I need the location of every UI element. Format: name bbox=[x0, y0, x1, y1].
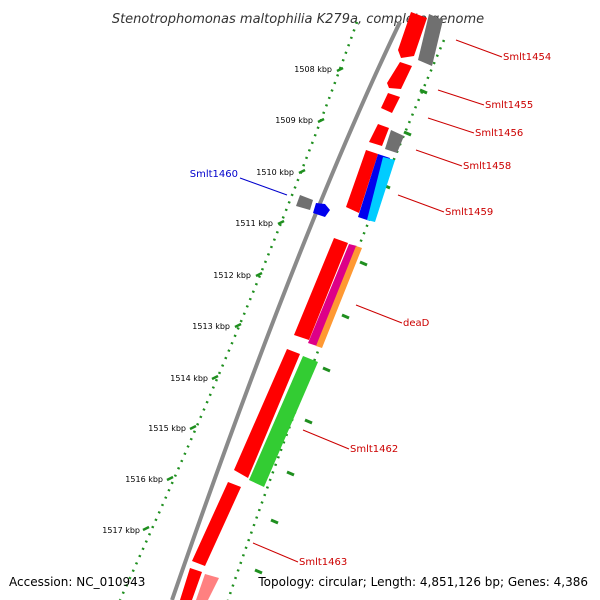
tick-label: 1515 kbp bbox=[148, 424, 186, 433]
genome-backbone bbox=[170, 21, 402, 600]
gene-smlt1455[interactable] bbox=[387, 62, 412, 89]
gene-smlt1459-cyan[interactable] bbox=[367, 157, 395, 222]
gene-bottom-red[interactable] bbox=[180, 568, 202, 600]
gene-smlt1462-green[interactable] bbox=[249, 356, 318, 487]
tick-label: 1517 kbp bbox=[102, 526, 140, 535]
topology-text: Topology: circular; Length: 4,851,126 bp… bbox=[257, 575, 588, 589]
gene-label-smlt1458[interactable]: Smlt1458 bbox=[463, 161, 511, 172]
gene-label-smlt1455[interactable]: Smlt1455 bbox=[485, 100, 533, 111]
tick-label: 1514 kbp bbox=[170, 374, 208, 383]
label-leaders bbox=[239, 39, 503, 563]
tick-mark bbox=[317, 117, 325, 124]
tick-marks bbox=[142, 66, 344, 532]
gene-label-dead[interactable]: deaD bbox=[403, 318, 430, 329]
accession-text: Accession: NC_010943 bbox=[9, 575, 145, 589]
gene-label-smlt1459[interactable]: Smlt1459 bbox=[445, 207, 493, 218]
tick-label: 1510 kbp bbox=[256, 168, 294, 177]
tick-mark bbox=[211, 374, 219, 381]
gene-smlt1456[interactable] bbox=[381, 93, 400, 113]
gene-features bbox=[180, 12, 443, 600]
tick-label: 1509 kbp bbox=[275, 116, 313, 125]
gene-smlt1460-grey[interactable] bbox=[296, 195, 313, 210]
gene-label-smlt1462[interactable]: Smlt1462 bbox=[350, 444, 398, 455]
gene-label-smlt1460[interactable]: Smlt1460 bbox=[190, 169, 238, 180]
tick-labels: 1508 kbp 1509 kbp 1510 kbp 1511 kbp 1512… bbox=[102, 65, 332, 535]
gene-label-smlt1456[interactable]: Smlt1456 bbox=[475, 128, 523, 139]
gene-smlt1454-grey[interactable] bbox=[418, 14, 443, 66]
gene-dead-orange[interactable] bbox=[316, 246, 362, 348]
tick-label: 1513 kbp bbox=[192, 322, 230, 331]
map-title: Stenotrophomonas maltophilia K279a, comp… bbox=[112, 12, 484, 27]
gene-smlt1462-red[interactable] bbox=[234, 349, 300, 478]
gene-smlt1458-grey[interactable] bbox=[385, 130, 404, 153]
tick-mark bbox=[189, 424, 197, 431]
gene-smlt1460-blue[interactable] bbox=[313, 203, 330, 217]
tick-mark bbox=[336, 66, 344, 73]
gene-bottom-pink[interactable] bbox=[196, 574, 219, 600]
gene-label-smlt1454[interactable]: Smlt1454 bbox=[503, 52, 551, 63]
gene-labels: Smlt1454 Smlt1455 Smlt1456 Smlt1458 Smlt… bbox=[190, 52, 552, 568]
gene-smlt1463-red[interactable] bbox=[192, 482, 241, 566]
tick-mark bbox=[166, 475, 174, 482]
inner-ring-dashes bbox=[254, 88, 428, 575]
gene-smlt1458-arrow[interactable] bbox=[369, 124, 389, 146]
gene-label-smlt1463[interactable]: Smlt1463 bbox=[299, 557, 347, 568]
gene-dead-magenta[interactable] bbox=[308, 244, 357, 346]
tick-mark bbox=[234, 322, 242, 329]
tick-mark bbox=[142, 525, 150, 532]
tick-label: 1511 kbp bbox=[235, 219, 273, 228]
tick-mark bbox=[277, 219, 285, 226]
gene-dead-red[interactable] bbox=[294, 238, 348, 340]
tick-mark bbox=[298, 168, 306, 175]
gene-smlt1459-red[interactable] bbox=[346, 150, 378, 213]
gene-smlt1454-arrow[interactable] bbox=[398, 12, 427, 58]
tick-label: 1516 kbp bbox=[125, 475, 163, 484]
tick-label: 1512 kbp bbox=[213, 271, 251, 280]
tick-mark bbox=[255, 271, 263, 278]
tick-label: 1508 kbp bbox=[294, 65, 332, 74]
